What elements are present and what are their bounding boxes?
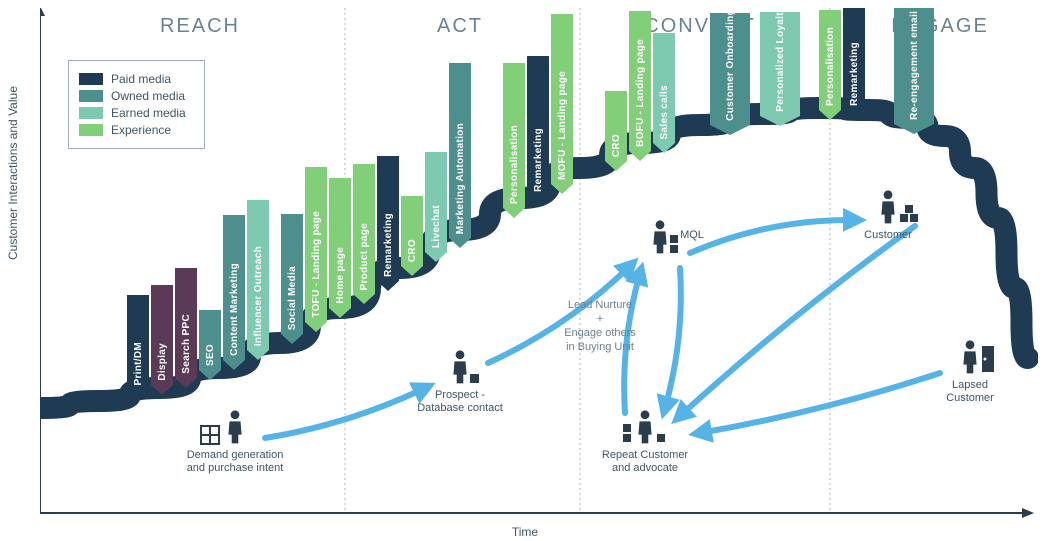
svg-text:REACH: REACH [160,15,240,37]
flag: CRO [401,196,423,266]
persona-lapsed: LapsedCustomer [946,340,994,404]
flag: SEO [199,310,221,370]
flag: Personalized Loyalty Program [760,12,800,116]
flag: Content Marketing [223,215,245,360]
flag: Sales calls [653,33,675,143]
flag: Remarketing [527,56,549,196]
svg-text:Database contact: Database contact [417,402,503,414]
flag: Home page [329,178,351,308]
y-axis-label: Customer Interactions and Value [6,86,20,260]
flag: CRO [605,91,627,161]
svg-text:Customer: Customer [864,229,912,241]
flag: Display [151,285,173,385]
flag: Remarketing [843,8,865,110]
svg-text:MQL: MQL [680,229,704,241]
svg-text:Lapsed: Lapsed [952,379,988,391]
flag: Product page [353,164,375,294]
flag: Search PPC [175,268,197,378]
svg-text:Lead Nurture: Lead Nurture [568,299,632,311]
persona-customer: Customer [864,190,918,241]
svg-text:Demand generation: Demand generation [187,449,284,461]
flag: Re-engagement email programme [894,8,934,124]
svg-text:in Buying Unit: in Buying Unit [566,341,634,353]
persona-demand: Demand generationand purchase intent [187,410,284,474]
flag: Marketing Automation [449,63,471,238]
flag: TOFU - Landing page [305,167,327,322]
flag: MOFU - Landing page [551,14,573,184]
svg-text:Engage others: Engage others [564,327,636,339]
flag: Personalisation [819,10,841,110]
flag: Influencer Outreach [247,200,269,350]
flag: Print/DM [127,295,149,390]
flag: BOFU - Landing page [629,11,651,151]
svg-text:and advocate: and advocate [612,462,678,474]
persona-repeat: Repeat Customerand advocate [602,410,689,474]
svg-text:Prospect -: Prospect - [435,389,485,401]
flag: Social Media [281,214,303,334]
flag: Customer Onboarding [710,13,750,125]
svg-text:+: + [597,313,603,325]
customer-lifecycle-diagram: Customer Interactions and Value Time Pai… [0,0,1050,541]
svg-text:ACT: ACT [437,15,483,37]
flag: Personalisation [503,63,525,208]
svg-text:Customer: Customer [946,392,994,404]
plot-area: REACHACTCONVERTENGAGELead Nurture+Engage… [40,8,1038,523]
svg-text:and purchase intent: and purchase intent [187,462,284,474]
flag: Livechat [425,152,447,252]
flag: Remarketing [377,156,399,281]
svg-text:Repeat Customer: Repeat Customer [602,449,689,461]
